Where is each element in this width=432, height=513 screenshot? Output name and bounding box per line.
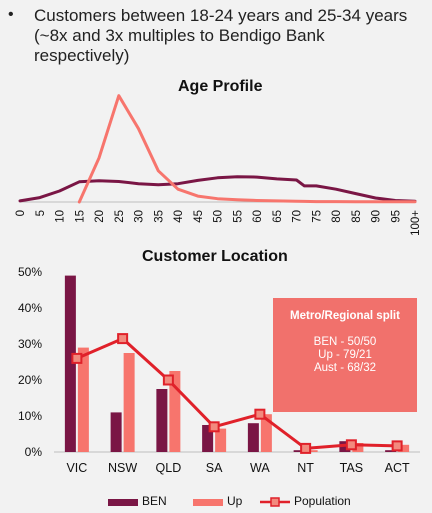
legend-swatch-population <box>260 497 290 507</box>
location-y-tick-label: 10% <box>18 409 42 423</box>
bar-up-qld <box>169 371 181 452</box>
bar-ben-nt <box>293 450 305 452</box>
age-tick-label: 10 <box>55 210 67 223</box>
bar-up-act <box>398 444 410 452</box>
bar-up-wa <box>260 414 272 452</box>
location-category-label: SA <box>206 461 223 475</box>
callout-line-aust: Aust - 68/32 <box>313 362 376 374</box>
age-tick-label: 40 <box>173 210 185 223</box>
age-tick-label: 20 <box>94 210 106 223</box>
population-marker-wa <box>254 408 266 420</box>
age-tick-label: 55 <box>232 210 244 223</box>
age-tick-label: 45 <box>193 210 205 223</box>
population-marker-vic <box>71 352 83 364</box>
age-tick-label: 5 <box>35 210 47 216</box>
location-chart-title: Customer Location <box>142 248 288 265</box>
bar-ben-sa <box>202 425 214 452</box>
bullet-dot-icon: • <box>8 6 14 23</box>
bar-up-tas <box>352 443 364 452</box>
bar-up-sa <box>215 428 227 452</box>
legend-swatch-up <box>193 499 223 506</box>
location-category-label: NSW <box>108 461 137 475</box>
age-tick-label: 0 <box>15 210 27 216</box>
location-category-label: VIC <box>66 461 87 475</box>
bar-ben-wa <box>247 423 259 452</box>
population-marker-nsw <box>117 333 129 345</box>
age-tick-label: 35 <box>153 210 165 223</box>
population-marker-qld <box>162 374 174 386</box>
location-y-tick-label: 40% <box>18 301 42 315</box>
age-tick-label: 60 <box>252 210 264 223</box>
bar-up-nsw <box>123 353 135 452</box>
legend-label-ben: BEN <box>142 494 167 508</box>
age-tick-label: 100+ <box>410 210 422 236</box>
population-marker-tas <box>345 439 357 451</box>
bar-ben-act <box>385 450 397 452</box>
age-tick-label: 50 <box>213 210 225 223</box>
bullet-text: Customers between 18-24 years and 25-34 … <box>34 6 408 65</box>
callout-title: Metro/Regional split <box>290 310 400 322</box>
metro-regional-callout: Metro/Regional split BEN - 50/50 Up - 79… <box>273 298 417 412</box>
location-category-label: WA <box>250 461 270 475</box>
population-line <box>76 337 398 450</box>
age-tick-label: 75 <box>311 210 323 223</box>
legend-label-population: Population <box>294 494 351 508</box>
population-marker-sa <box>208 421 220 433</box>
age-tick-label: 15 <box>74 210 86 223</box>
age-tick-label: 95 <box>390 210 402 223</box>
location-y-tick-label: 30% <box>18 337 42 351</box>
age-tick-label: 65 <box>272 210 284 223</box>
location-category-label: QLD <box>156 461 182 475</box>
location-y-tick-label: 0% <box>25 445 43 459</box>
age-tick-label: 80 <box>331 210 343 223</box>
legend-label-up: Up <box>227 494 243 508</box>
bar-ben-vic <box>64 275 76 452</box>
age-tick-label: 30 <box>134 210 146 223</box>
location-y-tick-label: 20% <box>18 373 42 387</box>
age-line-up <box>77 94 417 204</box>
bar-up-nt <box>306 450 318 452</box>
age-tick-label: 25 <box>114 210 126 223</box>
age-chart-title: Age Profile <box>178 78 263 95</box>
legend-swatch-ben <box>108 499 138 506</box>
location-category-label: TAS <box>340 461 363 475</box>
population-marker-act <box>391 440 403 452</box>
location-y-tick-label: 50% <box>18 265 42 279</box>
callout-line-ben: BEN - 50/50 <box>313 336 377 348</box>
age-profile-chart: 0 5 10 15 20 25 30 35 40 45 50 55 60 65 70 75 80 85 90 95 10… <box>15 94 422 236</box>
age-tick-label: 85 <box>351 210 363 223</box>
age-tick-label: 90 <box>371 210 383 223</box>
population-marker-nt <box>300 442 312 454</box>
bar-ben-nsw <box>110 412 122 452</box>
location-category-label: ACT <box>385 461 410 475</box>
callout-line-up: Up - 79/21 <box>318 349 372 361</box>
age-tick-label: 70 <box>292 210 304 223</box>
location-category-label: NT <box>297 461 314 475</box>
bar-up-vic <box>77 347 89 452</box>
bar-ben-qld <box>156 389 168 452</box>
